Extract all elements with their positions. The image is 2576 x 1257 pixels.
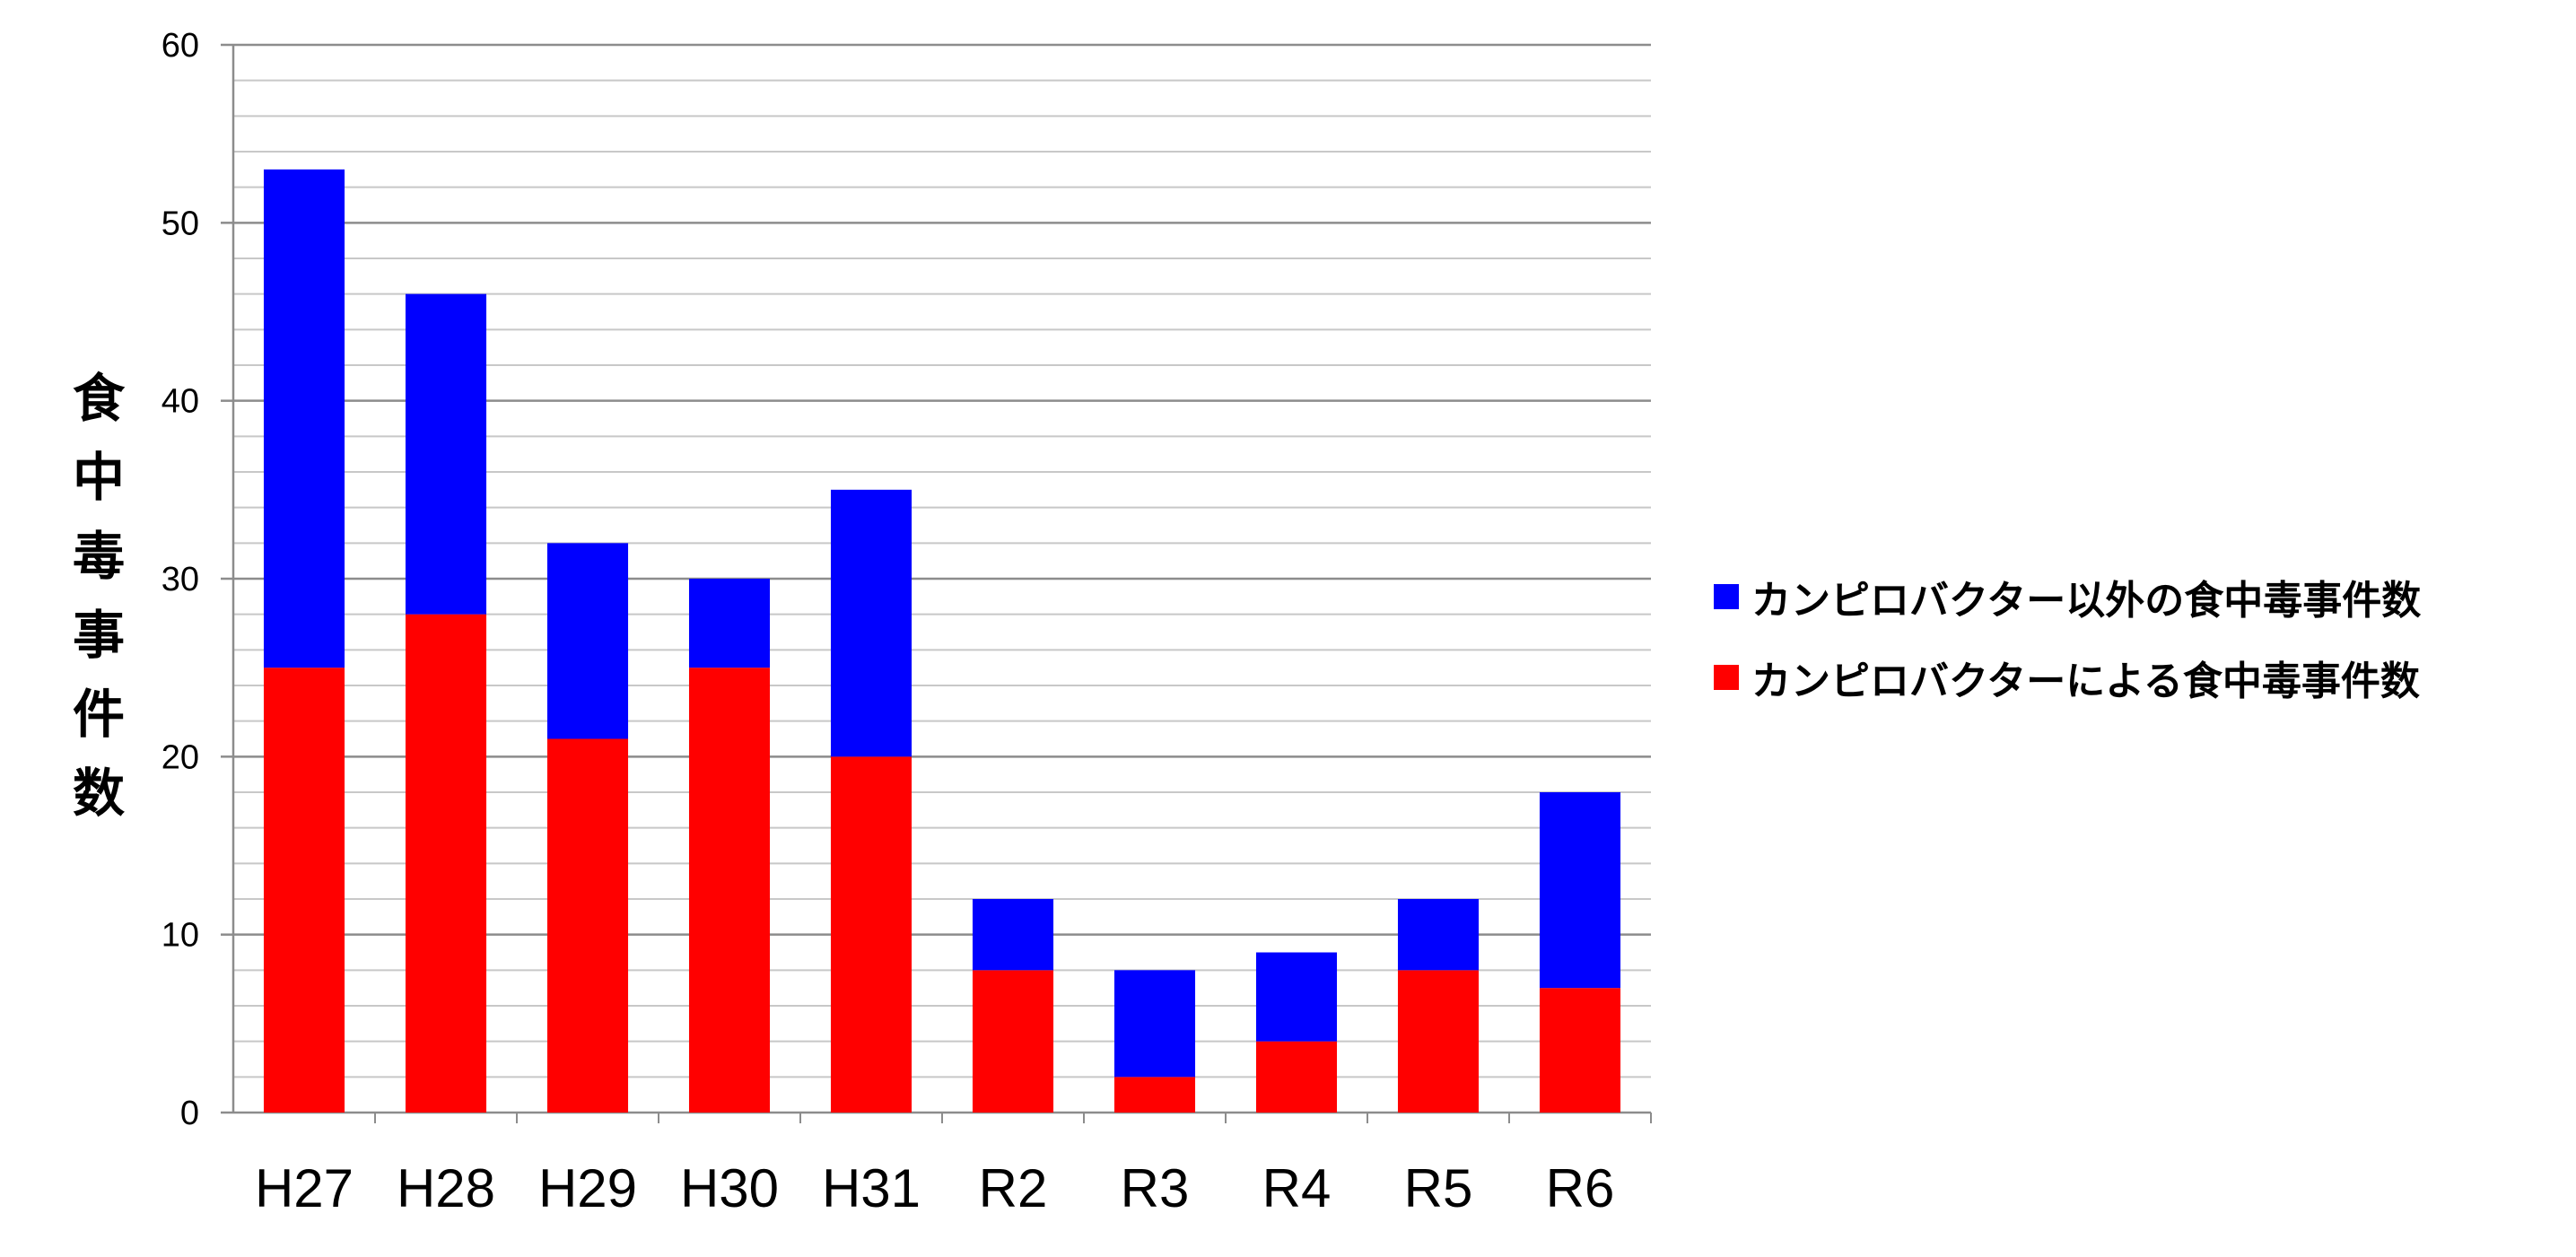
bar-segment-campylobacter	[405, 614, 487, 1113]
y-axis-label-char: 事	[72, 605, 125, 666]
y-axis-label-char: 数	[72, 763, 125, 824]
bar-segment-campylobacter	[688, 668, 771, 1113]
y-axis-label-char: 件	[72, 684, 125, 745]
legend: カンピロバクター以外の食中毒事件数 カンピロバクターによる食中毒事件数	[1714, 556, 2421, 718]
y-axis-label-char: 毒	[72, 526, 125, 587]
legend-swatch-other	[1714, 584, 1739, 609]
bar-segment-other	[405, 293, 487, 615]
y-axis-label: 食中毒事件数	[63, 359, 135, 833]
legend-item-other: カンピロバクター以外の食中毒事件数	[1714, 556, 2421, 637]
bar-segment-campylobacter	[972, 970, 1054, 1113]
bar-segment-campylobacter	[546, 738, 629, 1113]
x-tick-label: R2	[979, 1158, 1048, 1218]
bar-segment-other	[546, 543, 629, 739]
y-tick-label: 40	[162, 383, 199, 421]
x-tick-label: H29	[538, 1158, 637, 1218]
y-tick-label: 60	[162, 27, 199, 65]
x-tick-label: R4	[1262, 1158, 1332, 1218]
bar-segment-campylobacter	[830, 756, 913, 1113]
bar-segment-other	[1255, 952, 1338, 1042]
y-axis-label-char: 中	[72, 447, 125, 508]
x-tick-label: H31	[822, 1158, 921, 1218]
bar-segment-other	[688, 579, 771, 668]
bar-segment-campylobacter	[1397, 970, 1480, 1113]
bar-segment-other	[1397, 899, 1480, 971]
x-tick-label: H28	[397, 1158, 495, 1218]
bar-segment-other	[1539, 792, 1621, 989]
x-tick-label: R6	[1546, 1158, 1615, 1218]
x-tick-label: R5	[1404, 1158, 1473, 1218]
y-tick-label: 50	[162, 205, 199, 242]
bar-segment-other	[263, 169, 345, 668]
legend-label-other: カンピロバクター以外の食中毒事件数	[1751, 578, 2422, 624]
legend-label-campylobacter: カンピロバクターによる食中毒事件数	[1751, 659, 2420, 704]
y-tick-label: 30	[162, 561, 199, 598]
bar-segment-campylobacter	[1539, 988, 1621, 1113]
bar-segment-other	[1113, 970, 1196, 1078]
x-tick-label: R3	[1121, 1158, 1190, 1218]
bar-segment-other	[972, 899, 1054, 971]
y-tick-label: 0	[180, 1095, 199, 1132]
bar-segment-other	[830, 489, 913, 757]
bar-segment-campylobacter	[1255, 1041, 1338, 1113]
bar-segment-campylobacter	[263, 668, 345, 1113]
bar-segment-campylobacter	[1113, 1077, 1196, 1113]
y-tick-label: 10	[162, 917, 199, 955]
x-tick-label: H30	[680, 1158, 779, 1218]
x-tick-label: H27	[255, 1158, 354, 1218]
legend-item-campylobacter: カンピロバクターによる食中毒事件数	[1714, 637, 2421, 718]
y-tick-label: 20	[162, 738, 199, 776]
y-axis-label-char: 食	[72, 368, 125, 429]
legend-swatch-campylobacter	[1714, 665, 1739, 690]
